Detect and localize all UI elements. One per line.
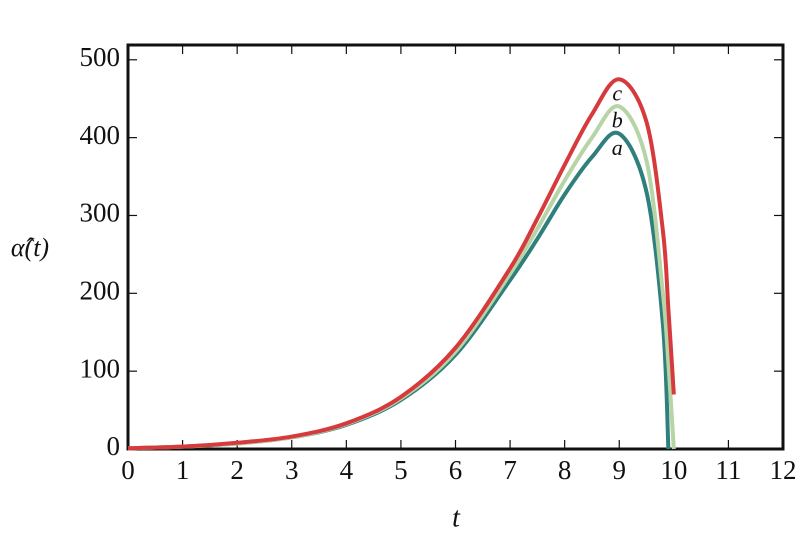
line-series	[127, 77, 676, 451]
x-tick-label: 8	[558, 455, 572, 485]
x-tick-label: 9	[613, 455, 627, 485]
x-tick-label: 12	[770, 455, 797, 485]
y-tick-label: 100	[80, 353, 121, 383]
x-axis-label: t	[452, 502, 461, 533]
x-tick-label: 10	[660, 455, 687, 485]
series-label: c	[612, 80, 622, 105]
x-tick-label: 1	[176, 455, 190, 485]
x-tick-label: 2	[230, 455, 244, 485]
y-tick-label: 300	[80, 198, 121, 228]
y-tick-label: 400	[80, 120, 121, 150]
y-axis-label: α̂(t)	[11, 233, 49, 262]
y-tick-label: 200	[80, 276, 121, 306]
x-tick-label: 7	[503, 455, 517, 485]
x-tick-label: 3	[285, 455, 299, 485]
plot-frame	[126, 43, 785, 451]
x-tick-label: 5	[394, 455, 408, 485]
series-label: b	[612, 108, 623, 133]
x-tick-label: 11	[715, 455, 741, 485]
y-tick-label: 500	[80, 42, 121, 72]
y-tick-label: 0	[107, 431, 121, 461]
series-label: a	[612, 135, 623, 160]
x-tick-label: 6	[449, 455, 463, 485]
x-tick-label: 0	[121, 455, 135, 485]
x-tick-label: 4	[340, 455, 354, 485]
